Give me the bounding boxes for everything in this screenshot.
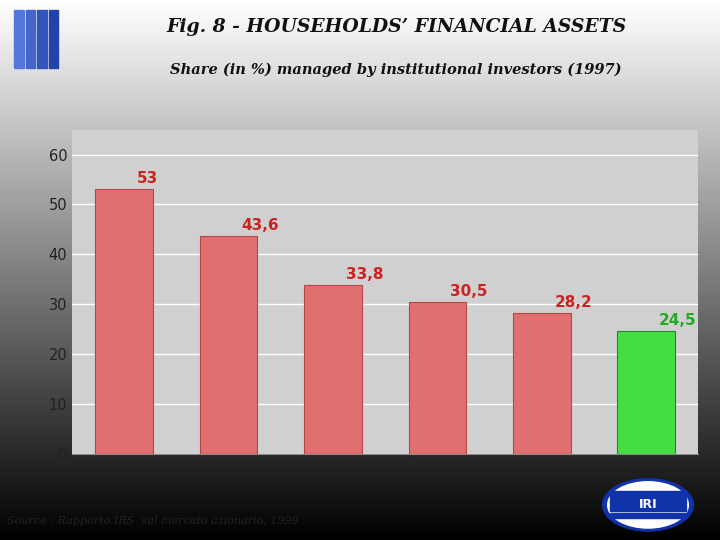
Bar [49,10,58,68]
Text: 53: 53 [137,171,158,186]
Text: 30,5: 30,5 [450,284,487,299]
Bar [610,498,686,504]
Text: 43,6: 43,6 [241,218,279,233]
Bar [610,505,686,511]
Bar [200,237,257,454]
Text: Share (in %) managed by institutional investors (1997): Share (in %) managed by institutional in… [170,63,622,77]
Text: Source : Rapporto IRS  sul mercato azionario, 1999: Source : Rapporto IRS sul mercato aziona… [7,516,299,526]
Text: Fig. 8 - HOUSEHOLDS’ FINANCIAL ASSETS: Fig. 8 - HOUSEHOLDS’ FINANCIAL ASSETS [166,18,626,36]
Ellipse shape [608,482,688,528]
Bar [610,512,686,518]
Bar [305,285,361,454]
Bar [610,491,686,497]
Bar [409,301,466,454]
Text: 28,2: 28,2 [554,295,592,310]
Bar [618,332,675,454]
Bar [37,10,47,68]
Text: 24,5: 24,5 [659,314,696,328]
Bar [513,313,570,454]
Text: IRI: IRI [639,498,657,511]
Bar [26,10,35,68]
Ellipse shape [603,479,693,531]
Text: 33,8: 33,8 [346,267,383,282]
Bar [14,10,24,68]
Bar [96,190,153,454]
